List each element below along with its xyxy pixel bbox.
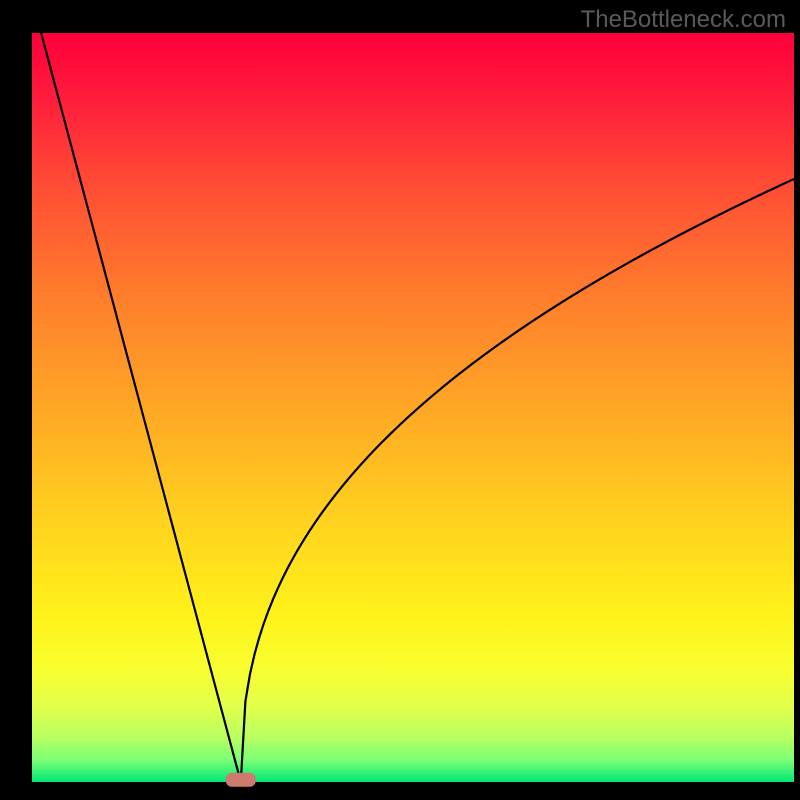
chart-svg: [0, 0, 800, 800]
gradient-background: [32, 33, 794, 782]
watermark-text: TheBottleneck.com: [581, 6, 786, 34]
dip-marker: [226, 773, 256, 787]
chart-container: TheBottleneck.com: [0, 0, 800, 800]
